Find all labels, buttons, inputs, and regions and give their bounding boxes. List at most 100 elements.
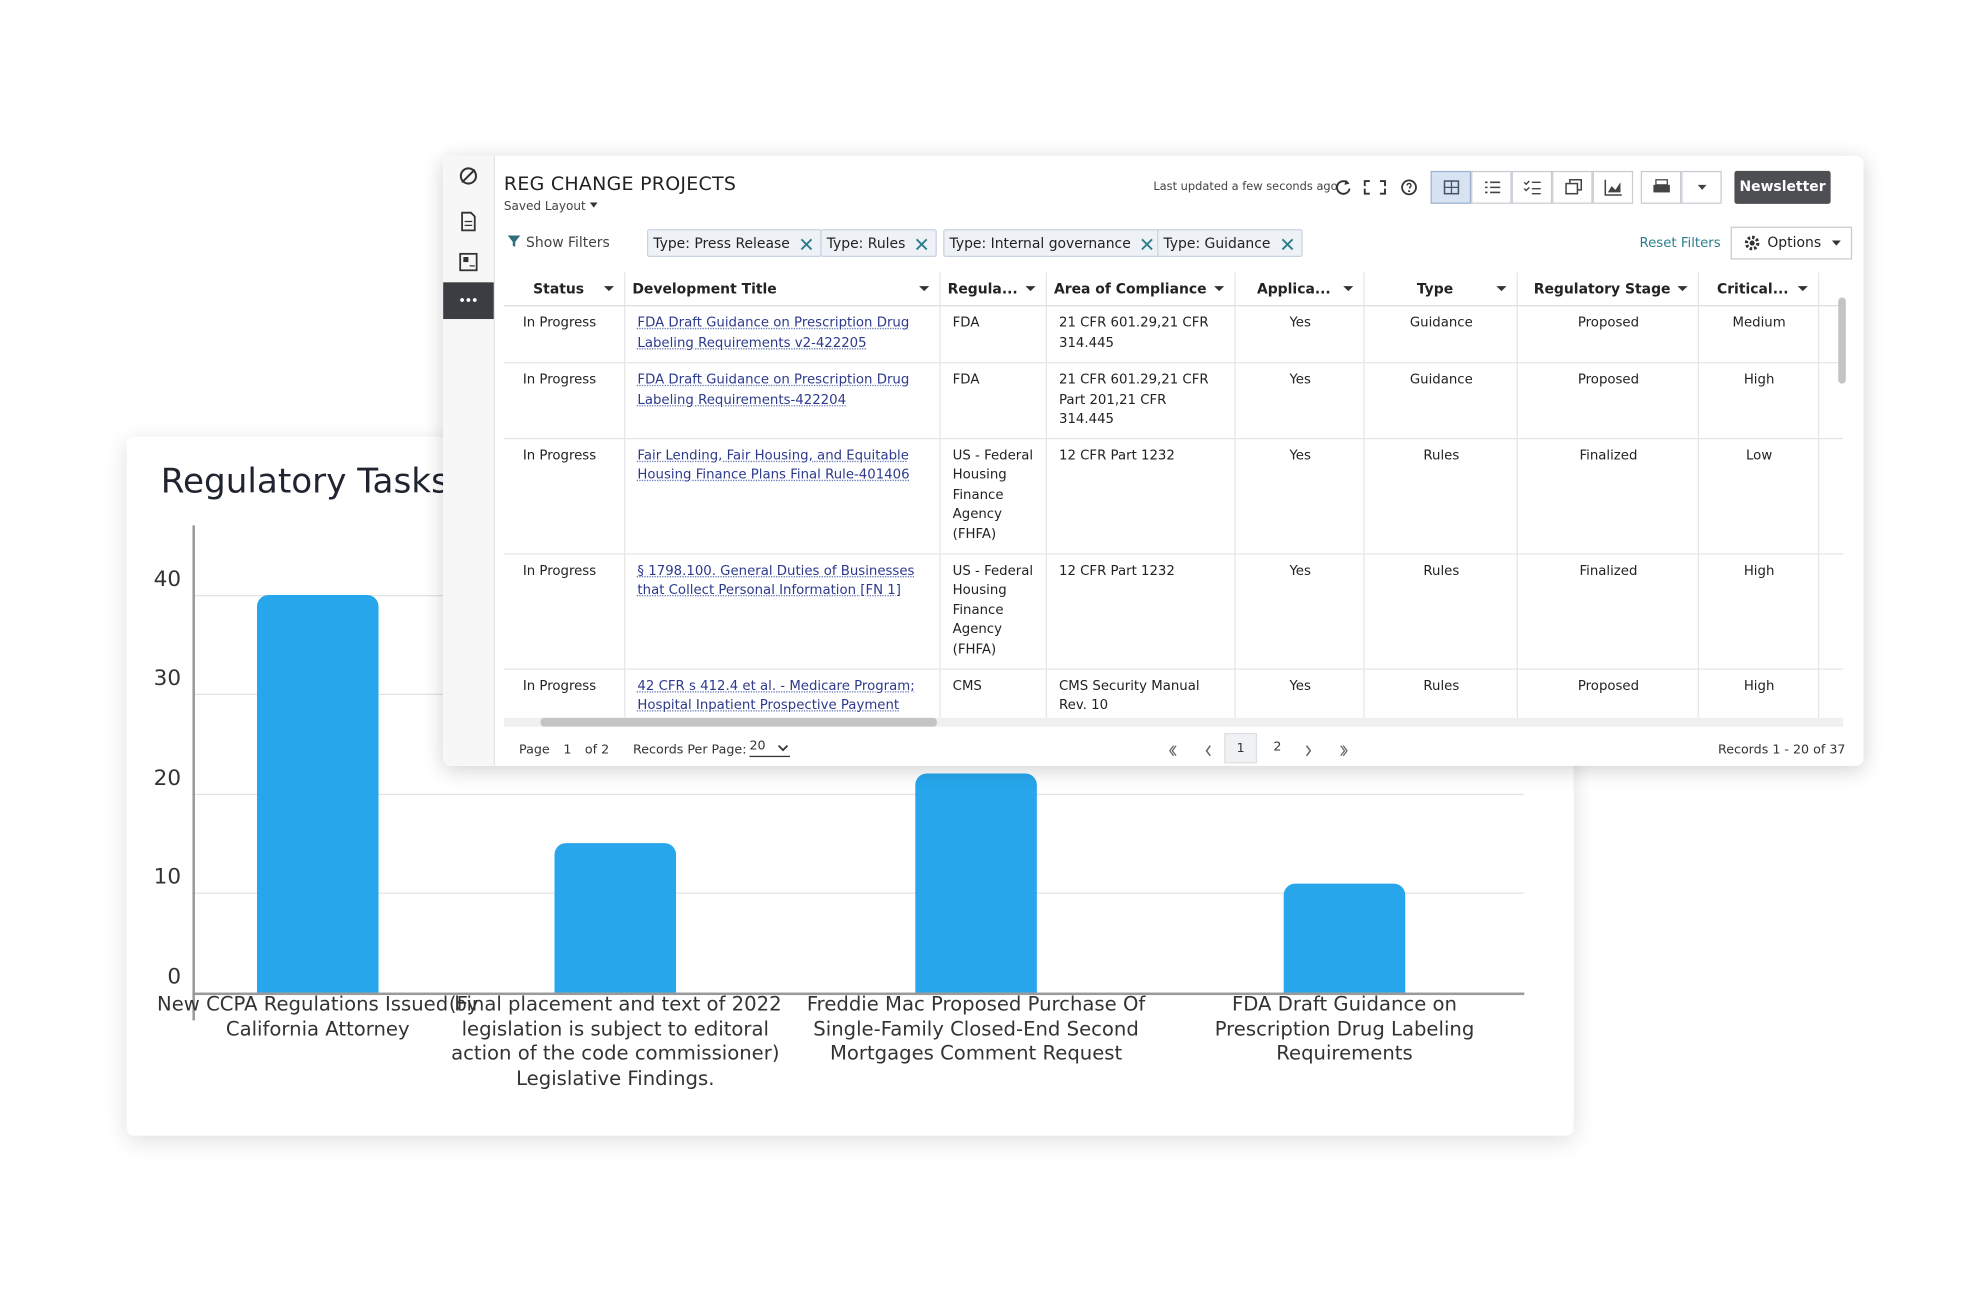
grid-view-button[interactable] <box>1430 170 1472 204</box>
show-filters-text: Show Filters <box>526 234 610 251</box>
development-link[interactable]: FDA Draft Guidance on Prescription Drug … <box>637 372 910 408</box>
y-tick-label: 40 <box>153 567 182 593</box>
page-button[interactable]: 1 <box>1224 733 1258 764</box>
column-header-text: Critical... <box>1716 280 1789 297</box>
page-button[interactable]: 2 <box>1273 740 1282 755</box>
last-updated: Last updated a few seconds ago <box>1153 181 1338 194</box>
cell-text: In Progress <box>522 677 597 694</box>
table-cell: 12 CFR Part 1232 <box>1045 553 1235 670</box>
chart-title: Regulatory Tasks <box>160 462 449 502</box>
table-cell: Rules <box>1363 668 1518 718</box>
table-cell <box>1817 553 1844 670</box>
table-cell: Yes <box>1234 553 1365 670</box>
table-cell <box>1817 438 1844 554</box>
chart-view-button[interactable] <box>1592 170 1634 204</box>
cell-text: Yes <box>1289 447 1311 463</box>
remove-filter-icon[interactable] <box>1281 238 1294 251</box>
list-icon <box>1485 181 1501 194</box>
table-cell: Finalized <box>1516 438 1699 554</box>
x-tick-label: Freddie Mac Proposed Purchase Of Single-… <box>806 992 1146 1065</box>
vertical-scrollbar[interactable] <box>1838 297 1846 384</box>
saved-layout[interactable]: Saved Layout <box>504 200 598 214</box>
cell-text: In Progress <box>522 372 597 388</box>
print-button[interactable] <box>1640 170 1682 204</box>
development-link[interactable]: Fair Lending, Fair Housing, and Equitabl… <box>637 447 910 483</box>
column-header[interactable]: Type <box>1363 272 1518 307</box>
y-tick-label: 20 <box>153 765 182 792</box>
document-icon[interactable] <box>460 211 478 232</box>
table-cell: Yes <box>1234 305 1365 364</box>
options-button[interactable]: Options <box>1730 226 1853 260</box>
cell-text: Finalized <box>1579 562 1638 578</box>
development-link[interactable]: FDA Draft Guidance on Prescription Drug … <box>637 315 910 351</box>
column-header-text: Development Title <box>632 280 777 297</box>
cell-text: Guidance <box>1409 315 1473 331</box>
column-header[interactable]: Regula... <box>939 272 1047 307</box>
development-link[interactable]: § 1798.100. General Duties of Businesses… <box>637 562 915 598</box>
remove-filter-icon[interactable] <box>800 238 813 251</box>
table-row: In Progress 42 CFR s 412.4 et al. - Medic… <box>503 668 1844 718</box>
table-cell: 42 CFR s 412.4 et al. - Medicare Program… <box>624 668 941 718</box>
column-header[interactable]: Development Title <box>624 272 941 307</box>
filter-chip[interactable]: Type: Internal governance <box>943 229 1163 257</box>
horizontal-scrollbar[interactable] <box>540 717 937 727</box>
more-icon <box>460 298 477 302</box>
table-cell: Finalized <box>1516 553 1699 670</box>
table-cell: FDA Draft Guidance on Prescription Drug … <box>624 305 941 364</box>
bar <box>554 843 677 993</box>
header-icons[interactable] <box>1334 177 1418 197</box>
table-cell: § 1798.100. General Duties of Businesses… <box>624 553 941 670</box>
reset-filters[interactable]: Reset Filters <box>1639 235 1721 251</box>
cell-text: Rules <box>1423 562 1460 578</box>
filter-chip[interactable]: Type: Rules <box>820 229 938 257</box>
table-cell <box>1817 668 1844 718</box>
checklist-button[interactable] <box>1511 170 1553 204</box>
cell-text: High <box>1743 372 1775 388</box>
pagination-arrows[interactable] <box>1160 741 1363 761</box>
filter-chip[interactable]: Type: Press Release <box>646 229 822 257</box>
windows-button[interactable] <box>1552 170 1593 204</box>
cell-text: 21 CFR 601.29,21 CFR Part 201,21 CFR 314… <box>1059 372 1209 427</box>
page-count: of 2 <box>584 743 610 758</box>
projects-panel: REG CHANGE PROJECTS Saved Layout Last up… <box>443 155 1864 766</box>
remove-filter-icon[interactable] <box>1141 238 1154 251</box>
column-header[interactable]: Applica... <box>1234 272 1365 307</box>
panel-title: REG CHANGE PROJECTS <box>503 172 737 195</box>
print-menu-button[interactable] <box>1681 170 1722 204</box>
cell-text: Proposed <box>1577 372 1640 388</box>
grid-line <box>192 893 1525 895</box>
caret <box>589 202 598 208</box>
cell-text: High <box>1743 562 1775 578</box>
column-header[interactable]: Area of Compliance <box>1045 272 1235 307</box>
filter-chip[interactable]: Type: Guidance <box>1157 229 1303 257</box>
column-header[interactable]: Status <box>503 272 625 307</box>
bar <box>256 594 379 993</box>
table-cell: FDA <box>939 305 1047 364</box>
show-filters[interactable]: Show Filters <box>506 234 610 251</box>
newsletter-button[interactable]: Newsletter <box>1734 170 1831 204</box>
page-current: 1 <box>563 743 572 758</box>
filter-chip-text: Type: Guidance <box>1163 235 1271 252</box>
column-header-text: Applica... <box>1256 280 1331 297</box>
table-cell: Low <box>1697 438 1819 554</box>
column-header[interactable]: Regulatory Stage <box>1516 272 1699 307</box>
column-header[interactable]: Critical... <box>1697 272 1819 307</box>
table-row: In Progress Fair Lending, Fair Housing, a… <box>503 438 1844 554</box>
sort-caret <box>1213 286 1224 292</box>
cell-text: Guidance <box>1409 372 1473 388</box>
report-icon[interactable] <box>458 252 478 272</box>
table-cell: High <box>1697 362 1819 439</box>
list-view-button[interactable] <box>1471 170 1512 204</box>
table-cell: Guidance <box>1363 305 1518 364</box>
print-icon <box>1653 179 1670 193</box>
table-head: Status Development Title Regula... Area of … <box>503 272 1844 307</box>
development-link[interactable]: 42 CFR s 412.4 et al. - Medicare Program… <box>637 677 925 718</box>
sidebar <box>443 155 496 766</box>
more-button[interactable] <box>443 282 494 320</box>
table-cell: Medium <box>1697 305 1819 364</box>
per-page-select[interactable]: 20 <box>749 739 790 758</box>
column-header-text: Regula... <box>947 280 1018 297</box>
remove-filter-icon[interactable] <box>916 238 929 251</box>
cell-text: Proposed <box>1577 315 1640 331</box>
